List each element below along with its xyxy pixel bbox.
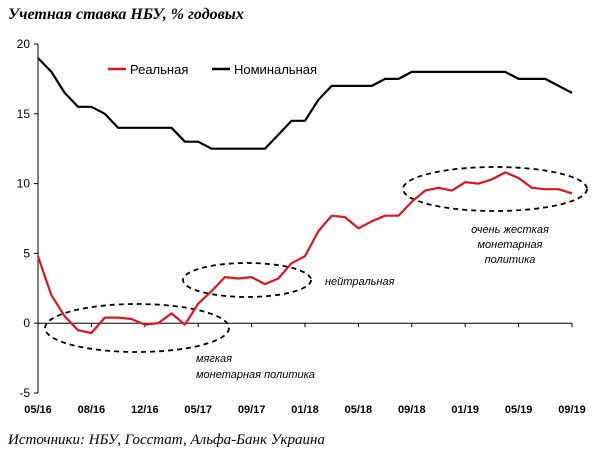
x-tick-label: 09/18 [398,404,426,416]
annotation-tight-line: монетарная [477,239,542,251]
annotation-soft-line: мягкая [196,353,232,365]
ellipse-neutral [182,262,312,298]
y-tick-label: -5 [19,386,30,400]
x-tick-label: 05/18 [345,404,373,416]
annotation-tight-line: политика [485,254,536,266]
x-tick-label: 01/18 [291,404,319,416]
y-tick-label: 15 [17,107,31,121]
y-axis: -5 0 5 10 15 20 [17,37,39,400]
x-tick-label: 05/16 [24,404,52,416]
ellipse-soft-policy [44,303,230,353]
x-tick-label: 01/19 [451,404,479,416]
source-note: Источники: НБУ, Госстат, Альфа-Банк Укра… [8,432,325,448]
chart-title: Учетная ставка НБУ, % годовых [8,6,244,23]
x-tick-label: 08/16 [78,404,106,416]
y-tick-label: 0 [23,316,30,330]
legend: Реальная Номинальная [108,62,317,77]
legend-label: Номинальная [234,62,317,77]
x-tick-label: 09/17 [238,404,266,416]
series-line-real [36,171,573,335]
series-lines [36,57,573,335]
annotations: мягкая монетарная политика нейтральная очен… [196,224,549,381]
annotation-ellipses [44,166,588,353]
series-line-nominal [37,57,573,150]
x-axis: 05/16 08/16 12/16 05/17 09/17 01/18 05/18 09/18… [24,322,586,416]
y-tick-label: 20 [17,37,31,51]
annotation-tight-line: очень жесткая [471,224,549,236]
x-tick-label: 05/17 [184,404,212,416]
annotation-neutral-line: нейтральная [325,276,395,288]
legend-label: Реальная [130,62,188,77]
x-tick-label: 09/19 [558,404,586,416]
x-tick-label: 12/16 [131,404,159,416]
annotation-soft-line: монетарная политика [196,369,315,381]
x-tick-label: 05/19 [505,404,533,416]
y-tick-label: 10 [17,177,31,191]
y-tick-label: 5 [23,246,30,260]
ellipse-tight-policy [402,166,588,212]
